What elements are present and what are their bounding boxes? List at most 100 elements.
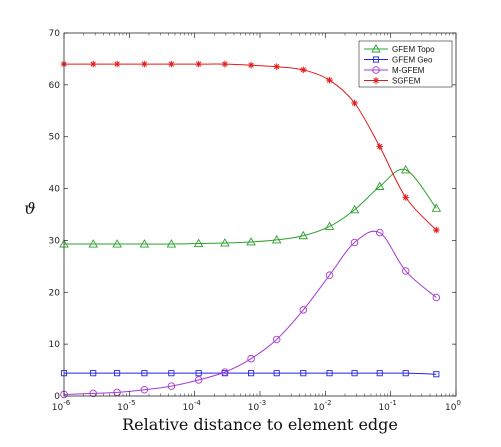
- data-point-gfem-geo: [300, 370, 307, 377]
- data-point-gfem-geo: [376, 370, 383, 377]
- series-sgfem: [60, 60, 440, 234]
- data-point-gfem-topo: [374, 181, 385, 190]
- data-point-m-gfem: [401, 267, 410, 275]
- data-point-sgfem: [141, 60, 148, 68]
- asterisk-stroke: [273, 64, 280, 70]
- x-tick-exponent: -4: [194, 399, 202, 407]
- asterisk-stroke: [373, 77, 379, 84]
- asterisk-stroke: [300, 67, 306, 73]
- x-tick-base: 10: [52, 403, 64, 413]
- data-point-gfem-topo: [193, 238, 204, 247]
- legend-marker: [371, 44, 381, 53]
- x-tick-base: 10: [182, 403, 194, 413]
- asterisk-stroke: [403, 194, 409, 201]
- data-point-m-gfem: [89, 389, 97, 398]
- x-tick-label: 10-5: [117, 399, 135, 413]
- series-line-gfem-topo: [64, 168, 437, 245]
- y-tick-label: 40: [49, 185, 61, 195]
- data-point-gfem-geo: [168, 370, 175, 377]
- data-point-m-gfem: [299, 306, 308, 314]
- y-tick-label: 70: [49, 29, 61, 39]
- legend-entry-m-gfem: M-GFEM: [364, 66, 425, 75]
- data-point-gfem-geo: [326, 370, 333, 377]
- data-point-sgfem: [433, 226, 440, 234]
- asterisk-stroke: [222, 61, 228, 67]
- x-tick-label: 10-4: [182, 399, 201, 413]
- data-point-sgfem: [273, 63, 280, 71]
- data-point-m-gfem: [350, 238, 359, 247]
- legend-label: SGFEM: [392, 77, 421, 86]
- data-point-gfem-topo: [324, 221, 335, 230]
- x-tick-label: 10-6: [52, 399, 71, 413]
- data-point-sgfem: [402, 194, 410, 201]
- series-line-gfem-geo: [64, 372, 437, 375]
- data-point-gfem-topo: [88, 239, 98, 248]
- data-point-sgfem: [376, 143, 384, 150]
- x-tick-label: 10-3: [248, 399, 266, 413]
- data-point-m-gfem: [375, 228, 384, 237]
- data-point-gfem-topo: [246, 237, 256, 246]
- data-point-gfem-topo: [271, 235, 282, 244]
- series-gfem-topo: [59, 164, 442, 248]
- y-axis-title: ϑ: [24, 199, 35, 218]
- data-point-gfem-geo: [248, 370, 255, 377]
- legend-label: GFEM Geo: [392, 56, 433, 65]
- data-point-sgfem: [351, 99, 358, 107]
- asterisk-stroke: [90, 61, 96, 67]
- x-axis-title: Relative distance to element edge: [122, 415, 398, 434]
- data-point-gfem-topo: [112, 239, 122, 248]
- data-point-m-gfem: [167, 382, 176, 390]
- data-point-gfem-topo: [139, 239, 150, 248]
- data-point-m-gfem: [272, 335, 281, 344]
- y-tick-label: 50: [49, 133, 61, 143]
- x-tick-label: 10-1: [378, 399, 396, 413]
- data-point-m-gfem: [432, 293, 441, 302]
- asterisk-stroke: [377, 143, 383, 150]
- series-gfem-geo: [60, 370, 440, 378]
- data-point-gfem-geo: [433, 371, 440, 378]
- x-tick-base: 10: [117, 403, 129, 413]
- asterisk-stroke: [326, 77, 333, 83]
- data-point-gfem-geo: [351, 370, 358, 377]
- data-point-sgfem: [168, 60, 175, 68]
- y-tick-label: 0: [54, 392, 60, 402]
- x-tick-exponent: -3: [259, 399, 266, 407]
- legend-entry-gfem-geo: GFEM Geo: [364, 56, 433, 65]
- x-tick-exponent: -5: [129, 399, 136, 407]
- asterisk-stroke: [433, 227, 440, 233]
- data-point-sgfem: [326, 76, 333, 84]
- data-point-gfem-topo: [349, 204, 360, 214]
- data-point-gfem-topo: [298, 230, 309, 240]
- x-tick-exponent: 0: [456, 399, 460, 407]
- legend-marker: [372, 66, 380, 74]
- y-tick-label: 60: [49, 81, 61, 91]
- legend-entry-gfem-topo: GFEM Topo: [364, 44, 435, 54]
- x-tick-base: 10: [248, 403, 260, 413]
- data-point-sgfem: [113, 60, 121, 68]
- asterisk-stroke: [195, 61, 202, 67]
- data-point-m-gfem: [221, 368, 229, 376]
- legend-label: M-GFEM: [392, 66, 425, 75]
- x-tick-base: 10: [378, 403, 390, 413]
- data-point-m-gfem: [247, 354, 255, 363]
- legend-marker: [372, 56, 380, 63]
- asterisk-stroke: [351, 100, 358, 106]
- data-point-m-gfem: [325, 271, 334, 279]
- series-layer: [59, 60, 442, 399]
- data-point-gfem-topo: [166, 239, 177, 248]
- data-point-sgfem: [221, 60, 229, 68]
- data-point-gfem-geo: [273, 370, 280, 377]
- data-point-m-gfem: [140, 386, 149, 394]
- data-point-gfem-geo: [90, 370, 97, 377]
- x-tick-exponent: -6: [63, 399, 71, 407]
- x-tick-exponent: -1: [390, 399, 397, 407]
- plot-area: [64, 33, 456, 396]
- data-point-gfem-topo: [220, 238, 230, 247]
- series-line-m-gfem: [63, 230, 437, 395]
- data-point-gfem-geo: [402, 370, 409, 377]
- x-tick-base: 10: [445, 403, 457, 413]
- data-point-gfem-geo: [114, 370, 121, 377]
